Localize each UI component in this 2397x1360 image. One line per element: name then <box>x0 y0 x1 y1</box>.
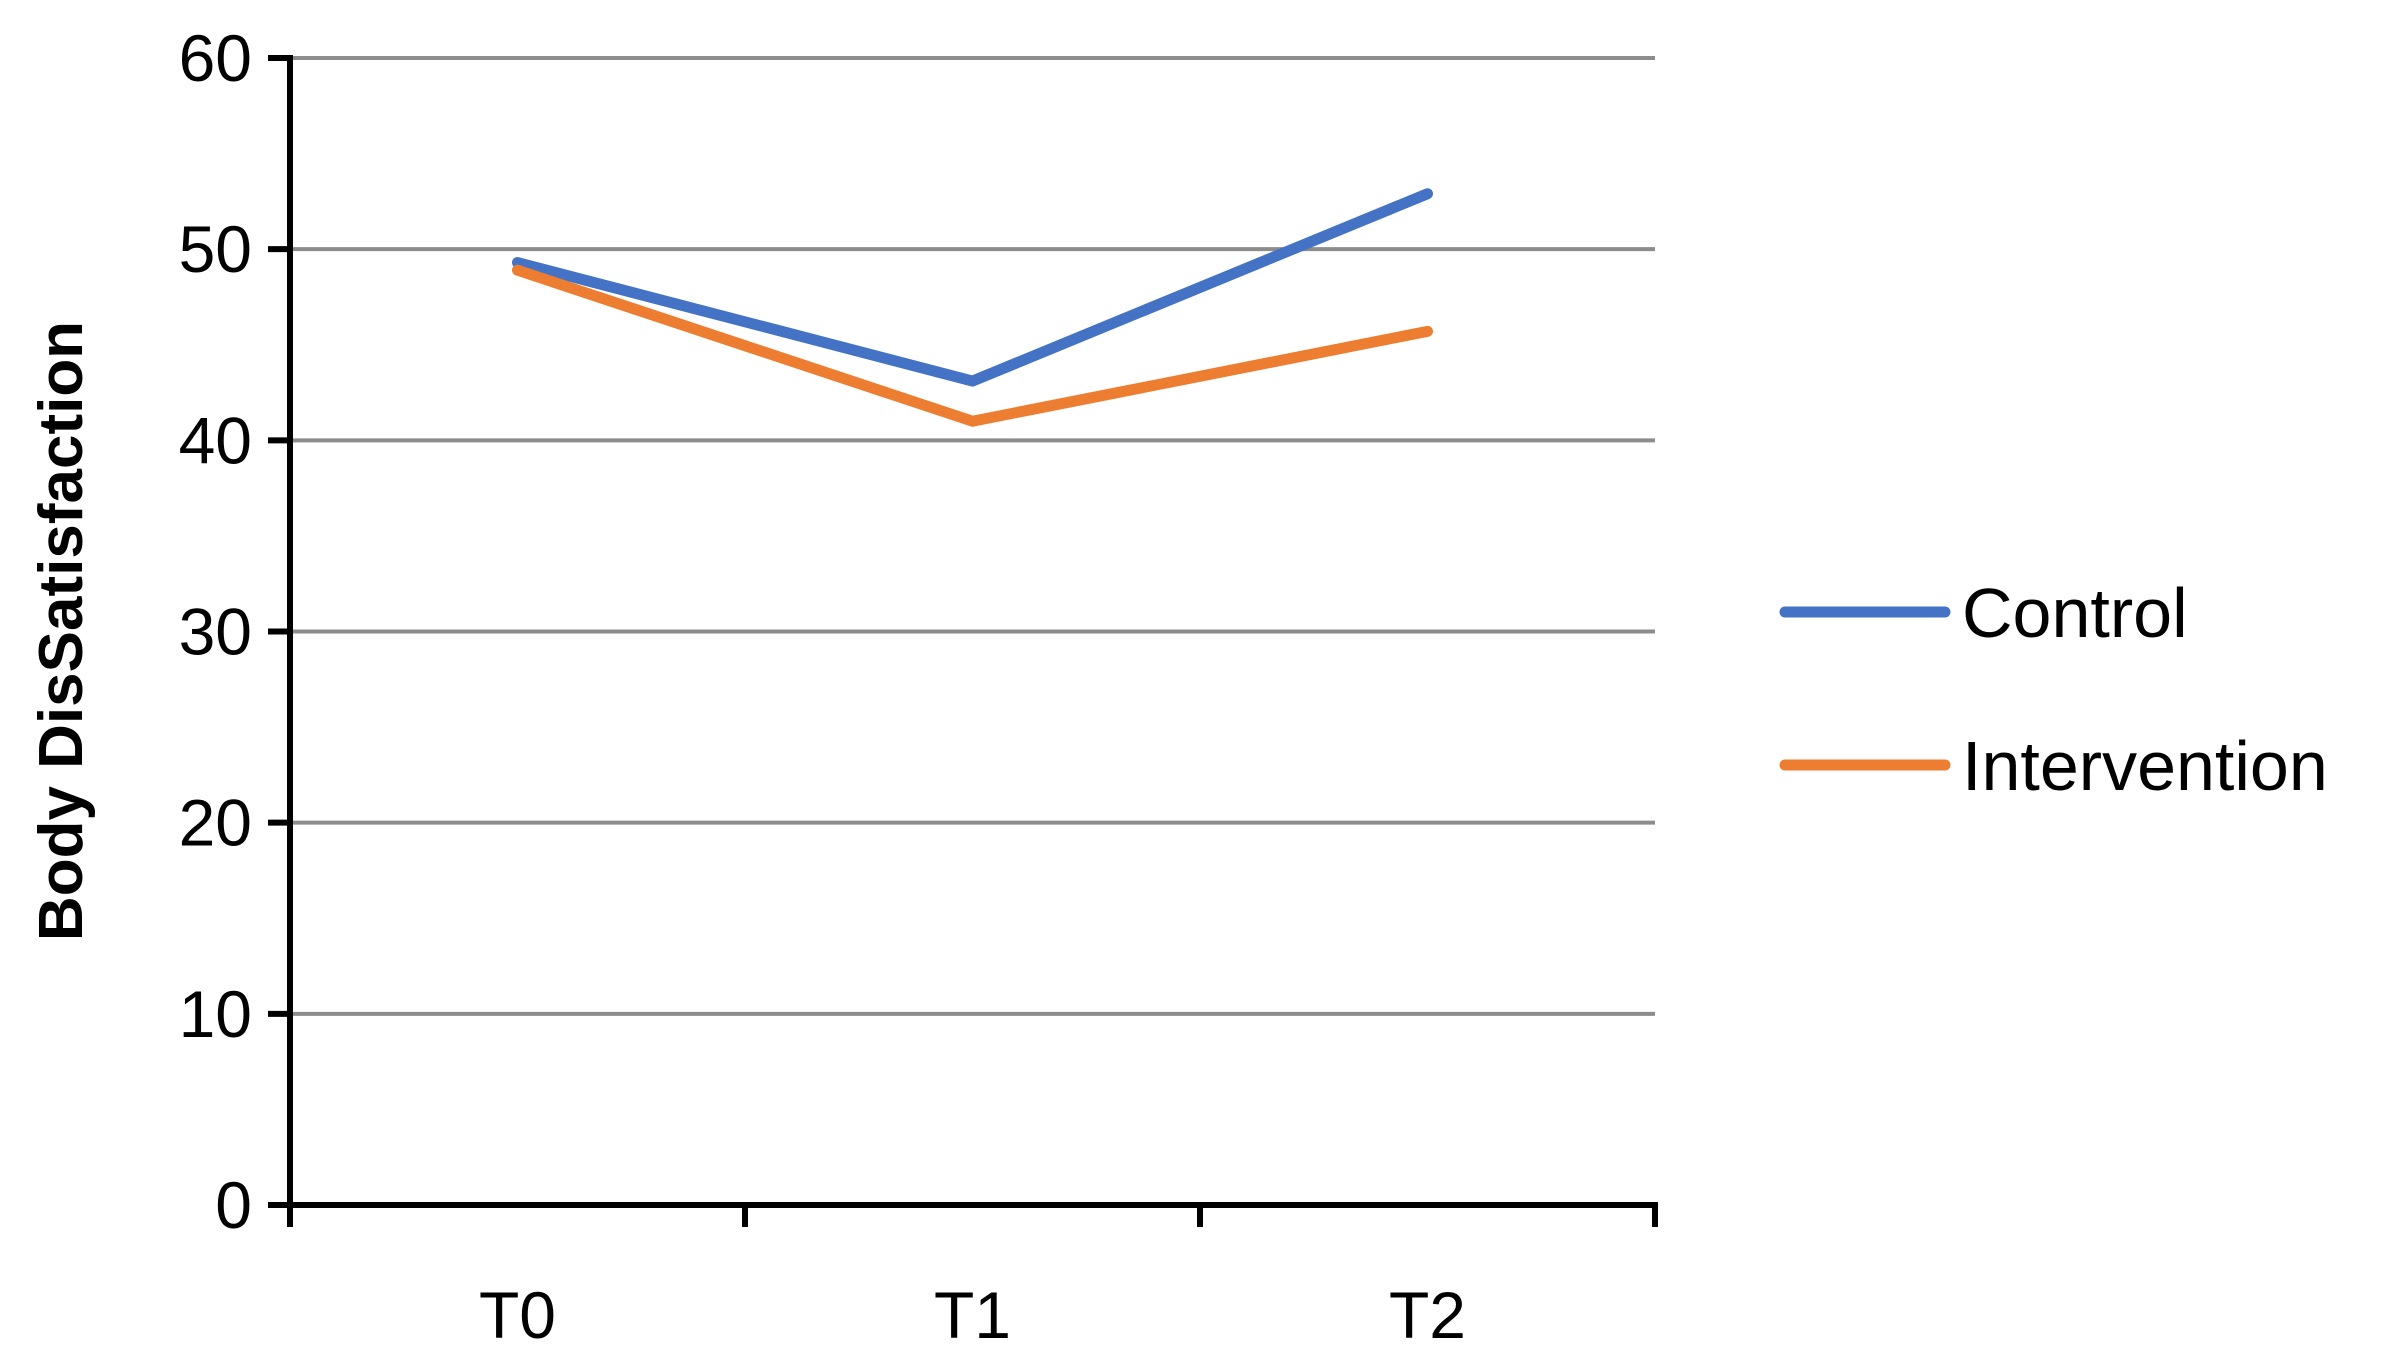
y-tick-label: 30 <box>179 595 252 669</box>
x-tick-labels: T0 T1 T2 <box>479 1278 1466 1352</box>
y-tick-label: 0 <box>215 1168 252 1242</box>
y-tick-label: 10 <box>179 977 252 1051</box>
y-axis-label: Body DisSatisfaction <box>27 321 96 941</box>
legend: Control Intervention <box>1779 574 2328 805</box>
y-tick-label: 50 <box>179 212 252 286</box>
legend-label: Intervention <box>1962 727 2328 805</box>
x-tick-label: T1 <box>934 1278 1011 1352</box>
axes <box>268 55 1658 1227</box>
x-tick-label: T0 <box>479 1278 556 1352</box>
y-tick-label: 40 <box>179 403 252 477</box>
x-tick-label: T2 <box>1389 1278 1466 1352</box>
y-tick-label: 60 <box>179 21 252 95</box>
gridlines <box>290 56 1655 1016</box>
series-lines <box>512 188 1433 427</box>
y-tick-label: 20 <box>179 786 252 860</box>
y-tick-labels: 0 10 20 30 40 50 60 <box>179 21 252 1242</box>
legend-label: Control <box>1962 574 2188 652</box>
